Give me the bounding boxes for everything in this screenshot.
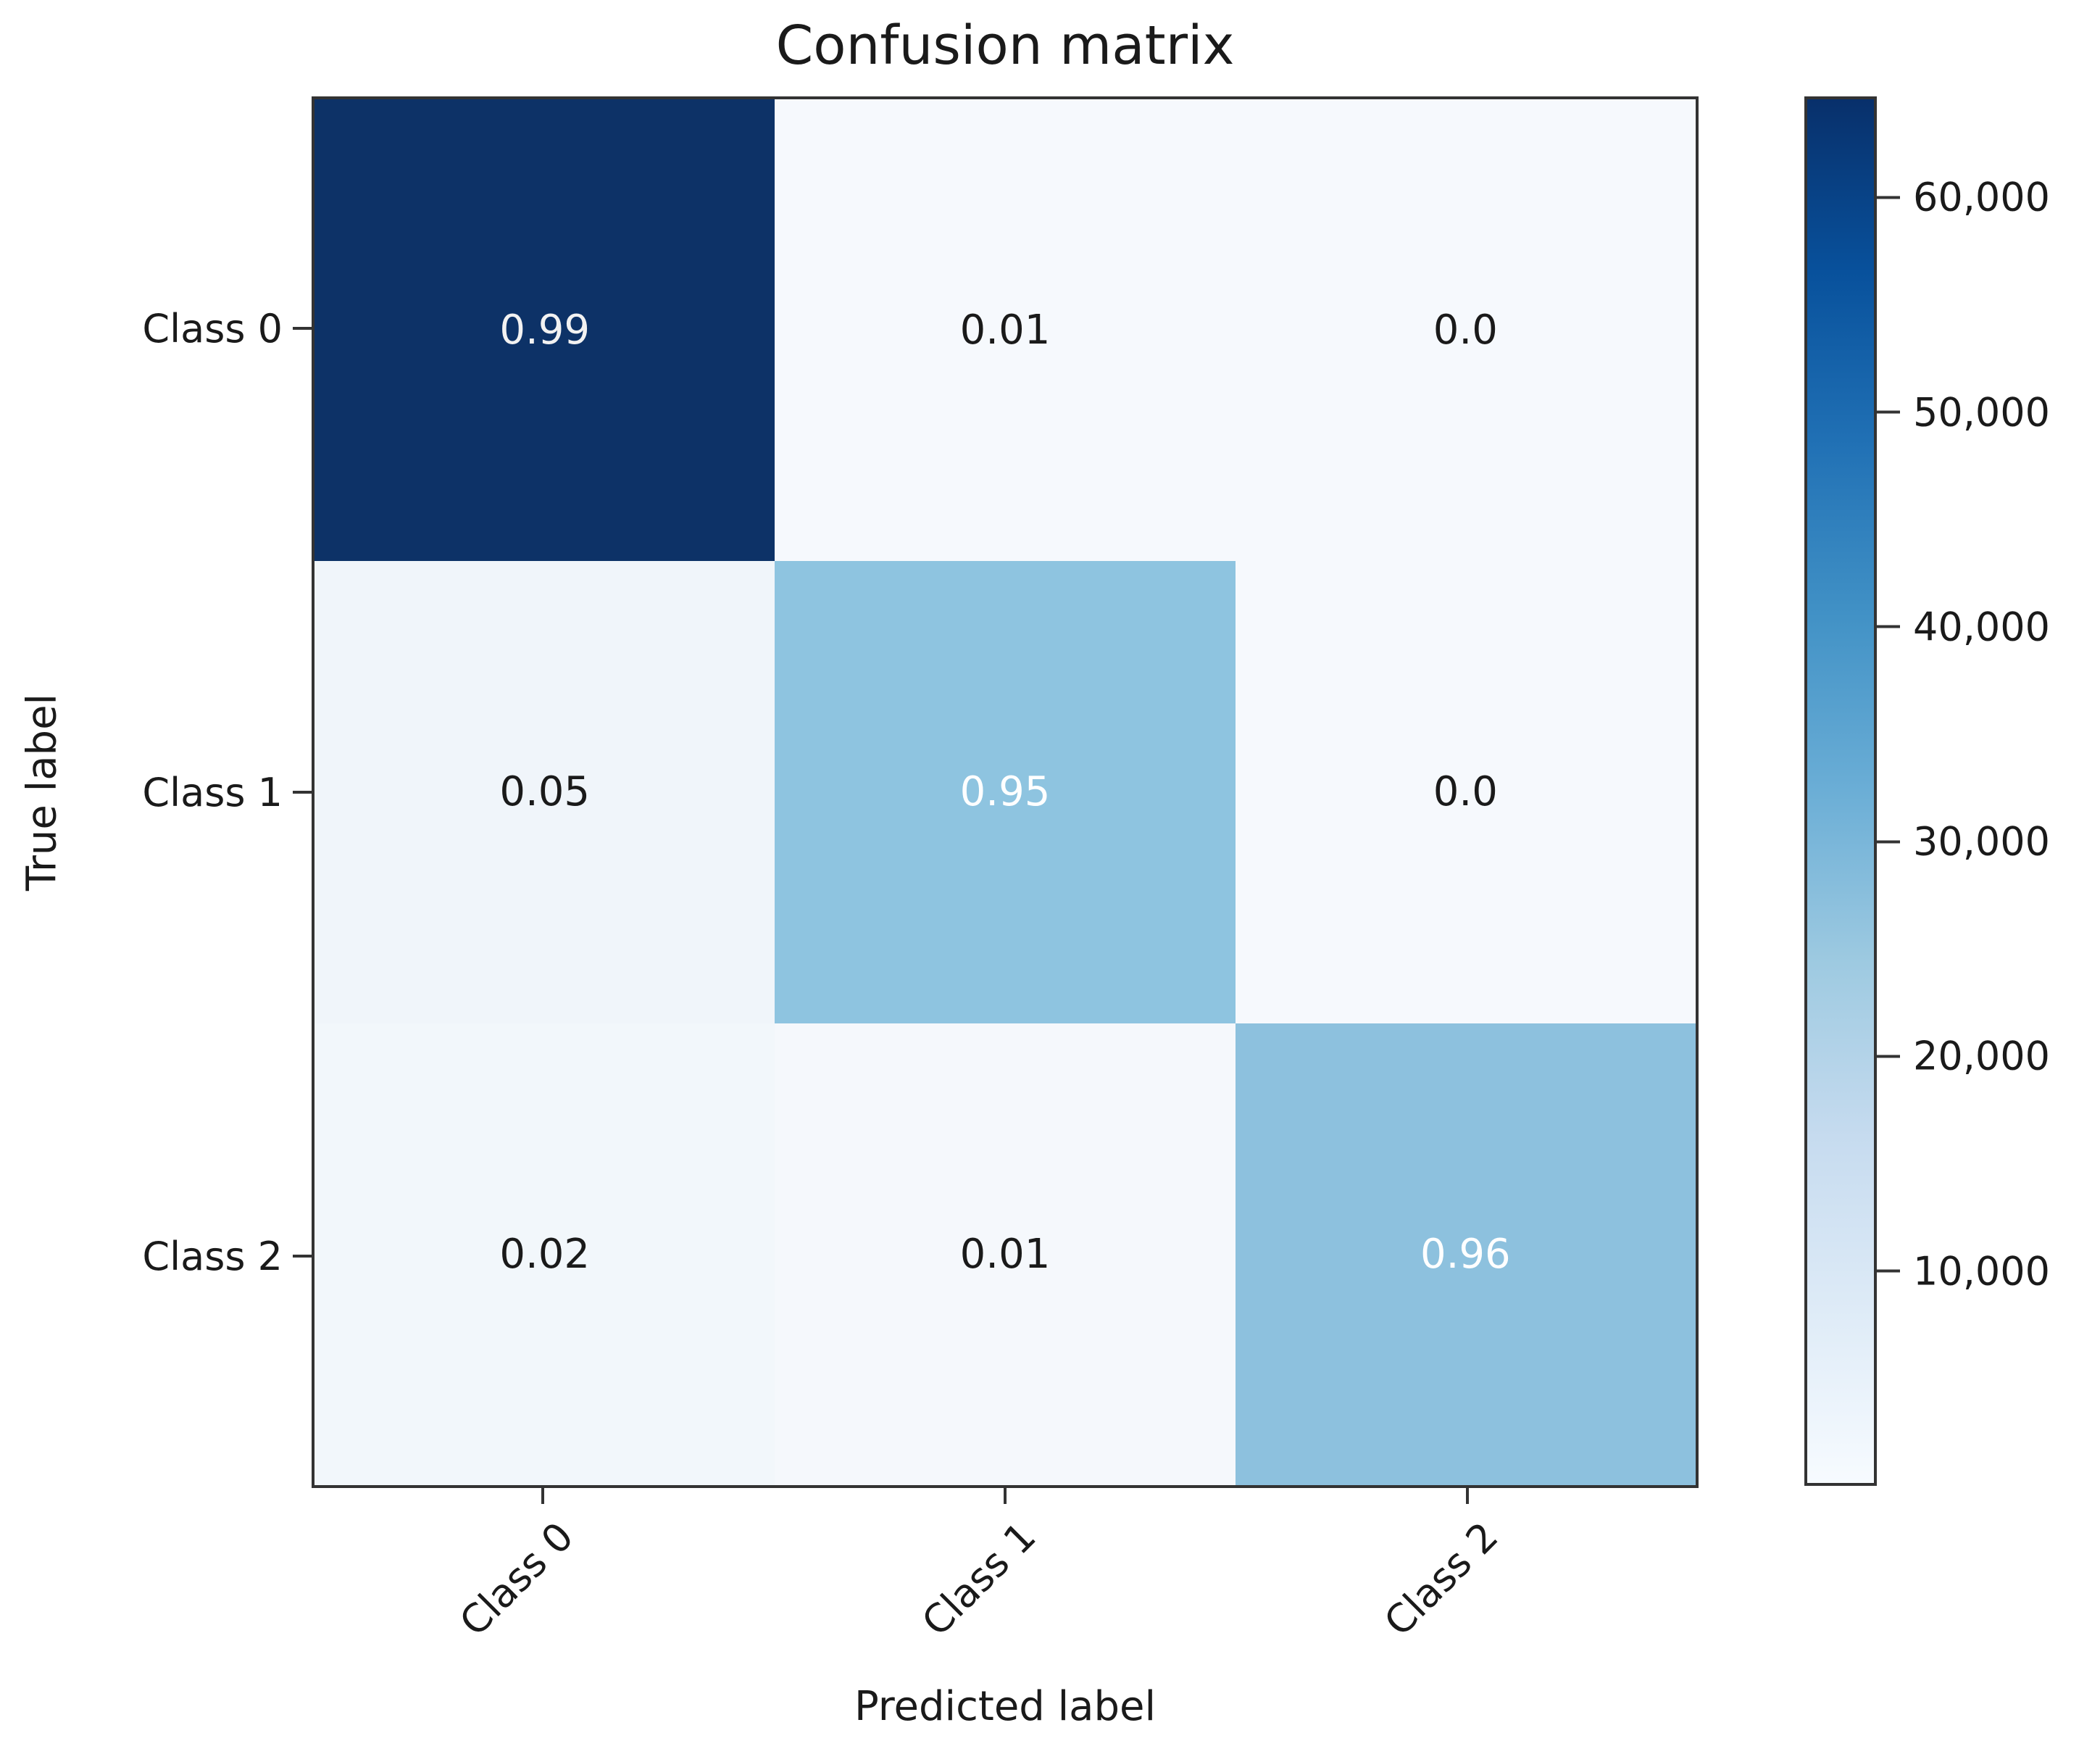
colorbar-tick-label: 40,000 xyxy=(1913,604,2050,650)
matrix-cell-r0c2: 0.0 xyxy=(1235,99,1696,562)
x-tick-class-0: Class 0 xyxy=(451,1513,583,1645)
matrix-cell-r1c0: 0.05 xyxy=(314,561,775,1023)
colorbar-tick-60000: 60,000 xyxy=(1877,175,2050,220)
matrix-cell-r1c2: 0.0 xyxy=(1235,561,1696,1023)
colorbar-tick-20000: 20,000 xyxy=(1877,1034,2050,1079)
cell-value: 0.02 xyxy=(499,1230,590,1278)
y-tick-label: Class 2 xyxy=(142,1233,283,1279)
colorbar-tick-label: 10,000 xyxy=(1913,1248,2050,1295)
chart-title: Confusion matrix xyxy=(775,14,1235,77)
matrix-cell-r2c1: 0.01 xyxy=(775,1023,1236,1485)
y-tick-label: Class 0 xyxy=(142,305,283,352)
colorbar-tick-50000: 50,000 xyxy=(1877,389,2050,435)
matrix-cell-r2c2: 0.96 xyxy=(1235,1023,1696,1485)
matrix-cell-r0c0: 0.99 xyxy=(314,99,775,562)
colorbar-tick-mark xyxy=(1877,1269,1900,1273)
x-tick-class-2: Class 2 xyxy=(1375,1513,1507,1645)
colorbar-ticks: 60,000 50,000 40,000 30,000 20,000 10,00… xyxy=(1877,96,2100,1486)
cell-value: 0.01 xyxy=(959,307,1051,354)
cell-value: 0.99 xyxy=(499,307,590,354)
colorbar xyxy=(1804,96,1877,1486)
x-tick-mark xyxy=(1466,1488,1469,1504)
cell-value: 0.01 xyxy=(959,1230,1051,1278)
cell-value: 0.96 xyxy=(1420,1230,1511,1278)
cell-value: 0.0 xyxy=(1433,768,1498,816)
colorbar-tick-mark xyxy=(1877,840,1900,844)
colorbar-tick-40000: 40,000 xyxy=(1877,604,2050,649)
x-tick-class-1: Class 1 xyxy=(913,1513,1045,1645)
matrix-cell-r2c0: 0.02 xyxy=(314,1023,775,1485)
x-axis-label: Predicted label xyxy=(854,1683,1157,1730)
y-tick-mark xyxy=(293,791,312,794)
matrix-cell-r1c1: 0.95 xyxy=(775,561,1236,1023)
heatmap-plot-area: 0.99 0.01 0.0 0.05 0.95 0.0 0.02 0.01 0.… xyxy=(312,96,1699,1488)
colorbar-tick-mark xyxy=(1877,196,1900,199)
y-tick-mark xyxy=(293,327,312,330)
colorbar-tick-mark xyxy=(1877,1055,1900,1058)
cell-value: 0.05 xyxy=(499,768,590,816)
cell-value: 0.0 xyxy=(1433,307,1498,354)
colorbar-tick-10000: 10,000 xyxy=(1877,1248,2050,1294)
x-tick-mark xyxy=(541,1488,544,1504)
colorbar-tick-label: 60,000 xyxy=(1913,174,2050,220)
y-tick-class-0: Class 0 xyxy=(0,305,312,352)
y-tick-class-2: Class 2 xyxy=(0,1233,312,1279)
y-tick-class-1: Class 1 xyxy=(0,769,312,815)
y-tick-label: Class 1 xyxy=(142,769,283,815)
x-tick-mark xyxy=(1004,1488,1007,1504)
matrix-cell-r0c1: 0.01 xyxy=(775,99,1236,562)
colorbar-tick-mark xyxy=(1877,410,1900,414)
colorbar-tick-label: 30,000 xyxy=(1913,818,2050,865)
cell-value: 0.95 xyxy=(959,768,1051,816)
colorbar-tick-mark xyxy=(1877,625,1900,628)
colorbar-tick-30000: 30,000 xyxy=(1877,819,2050,865)
y-tick-mark xyxy=(293,1255,312,1258)
colorbar-tick-label: 50,000 xyxy=(1913,389,2050,436)
colorbar-tick-label: 20,000 xyxy=(1913,1033,2050,1079)
